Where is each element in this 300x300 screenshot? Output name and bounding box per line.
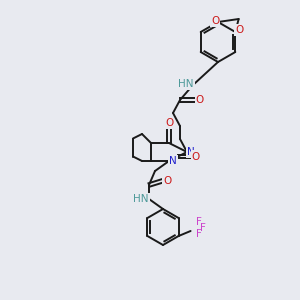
Text: N: N	[187, 147, 195, 157]
Text: HN: HN	[178, 79, 194, 89]
Text: O: O	[192, 152, 200, 161]
Text: HN: HN	[133, 194, 149, 204]
Text: F: F	[200, 223, 206, 233]
Text: O: O	[211, 16, 219, 26]
Text: O: O	[165, 118, 173, 128]
Text: O: O	[163, 176, 171, 186]
Text: O: O	[235, 25, 243, 35]
Text: F: F	[196, 217, 202, 227]
Text: F: F	[196, 229, 202, 239]
Text: O: O	[196, 95, 204, 105]
Text: N: N	[169, 156, 177, 166]
